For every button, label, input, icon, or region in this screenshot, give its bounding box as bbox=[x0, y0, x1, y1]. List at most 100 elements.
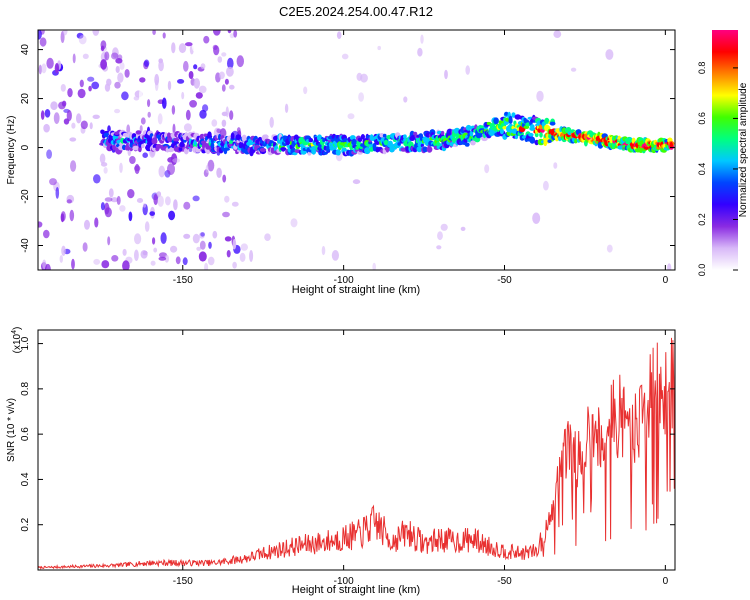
noise-blob bbox=[204, 262, 209, 270]
noise-blob bbox=[377, 45, 382, 51]
noise-blob bbox=[108, 188, 114, 198]
spectrogram-ytick-label: 20 bbox=[20, 93, 31, 105]
noise-blob bbox=[50, 101, 58, 111]
noise-blob bbox=[134, 233, 142, 245]
noise-blob bbox=[417, 47, 423, 57]
noise-blob bbox=[157, 195, 164, 207]
ridge-blob bbox=[325, 145, 331, 153]
noise-blob bbox=[115, 58, 123, 64]
noise-blob bbox=[46, 57, 54, 69]
noise-blob bbox=[221, 52, 227, 57]
noise-blob bbox=[136, 198, 144, 203]
noise-blob bbox=[69, 209, 75, 222]
noise-blob bbox=[260, 191, 265, 199]
ridge-blob bbox=[241, 134, 247, 142]
ridge-blob bbox=[173, 137, 180, 142]
noise-blob bbox=[259, 30, 265, 34]
noise-blob bbox=[139, 89, 143, 101]
ridge-blob bbox=[112, 143, 116, 151]
noise-blob bbox=[40, 110, 45, 120]
ridge-blob bbox=[422, 146, 428, 153]
noise-blob bbox=[233, 30, 238, 38]
noise-blob bbox=[134, 163, 140, 175]
noise-blob bbox=[158, 60, 164, 72]
ridge-blob bbox=[469, 130, 474, 137]
ridge-blob bbox=[534, 132, 539, 138]
ridge-blob bbox=[132, 145, 139, 151]
noise-blob bbox=[224, 195, 230, 203]
noise-blob bbox=[358, 92, 364, 102]
noise-blob bbox=[140, 250, 148, 259]
ridge-blob bbox=[229, 139, 234, 146]
noise-blob bbox=[42, 259, 47, 270]
noise-blob bbox=[192, 233, 200, 244]
ridge-blob bbox=[384, 139, 389, 146]
noise-blob bbox=[372, 262, 376, 270]
colorbar-tick-label: 0.6 bbox=[697, 112, 707, 125]
noise-blob bbox=[191, 40, 200, 53]
noise-blob bbox=[167, 80, 172, 91]
svg-text:(x104): (x104) bbox=[11, 327, 23, 354]
noise-blob bbox=[59, 255, 63, 263]
noise-blob bbox=[38, 30, 42, 40]
ridge-blob bbox=[322, 151, 328, 155]
noise-blob bbox=[78, 35, 87, 45]
noise-blob bbox=[222, 174, 227, 183]
noise-blob bbox=[143, 59, 150, 67]
noise-blob bbox=[341, 53, 349, 60]
noise-blob bbox=[60, 84, 66, 92]
noise-blob bbox=[192, 195, 200, 202]
noise-blob bbox=[181, 91, 185, 100]
noise-blob bbox=[195, 92, 203, 99]
noise-blob bbox=[229, 33, 235, 39]
ridge-blob bbox=[451, 137, 457, 143]
ridge-blob bbox=[218, 133, 222, 141]
noise-blob bbox=[92, 30, 100, 36]
noise-blob bbox=[93, 258, 101, 265]
ridge-blob bbox=[308, 138, 314, 143]
noise-blob bbox=[436, 245, 442, 250]
noise-blob bbox=[570, 67, 577, 72]
spectrogram-ytick-label: 0 bbox=[20, 144, 31, 150]
noise-blob bbox=[76, 32, 84, 39]
noise-blob bbox=[69, 137, 77, 142]
noise-blob bbox=[460, 226, 466, 231]
noise-blob bbox=[79, 79, 84, 88]
noise-blob bbox=[147, 111, 151, 118]
noise-blob bbox=[142, 152, 148, 158]
noise-blob bbox=[89, 118, 95, 124]
ridge-blob bbox=[504, 111, 509, 116]
noise-blob bbox=[189, 100, 198, 108]
noise-blob bbox=[162, 32, 166, 39]
noise-blob bbox=[121, 91, 129, 101]
noise-blob bbox=[116, 195, 121, 205]
noise-blob bbox=[171, 105, 176, 115]
noise-blob bbox=[347, 113, 355, 120]
ridge-blob bbox=[478, 125, 485, 129]
noise-blob bbox=[49, 178, 57, 186]
noise-blob bbox=[198, 85, 207, 94]
ridge-blob bbox=[465, 124, 472, 131]
noise-blob bbox=[117, 72, 124, 83]
noise-blob bbox=[226, 66, 234, 77]
noise-blob bbox=[183, 233, 191, 239]
noise-blob bbox=[122, 260, 130, 270]
noise-blob bbox=[91, 81, 100, 90]
noise-blob bbox=[147, 99, 151, 108]
noise-blob bbox=[543, 180, 549, 191]
noise-blob bbox=[303, 86, 308, 95]
noise-blob bbox=[292, 110, 295, 123]
noise-blob bbox=[465, 65, 471, 75]
noise-blob bbox=[70, 160, 77, 172]
snr-ytick-label: 1.0 bbox=[20, 336, 31, 350]
spectrogram-ytick-label: 40 bbox=[20, 44, 31, 56]
noise-blob bbox=[100, 45, 105, 52]
noise-blob bbox=[38, 221, 43, 228]
snr-ylabel: SNR (10 * v/v) bbox=[6, 398, 17, 462]
noise-blob bbox=[205, 164, 209, 174]
snr-ytick-label: 0.4 bbox=[20, 472, 31, 486]
ridge-blob bbox=[207, 131, 212, 139]
noise-blob bbox=[296, 65, 304, 72]
ridge-blob bbox=[436, 141, 441, 147]
noise-blob bbox=[134, 249, 139, 262]
